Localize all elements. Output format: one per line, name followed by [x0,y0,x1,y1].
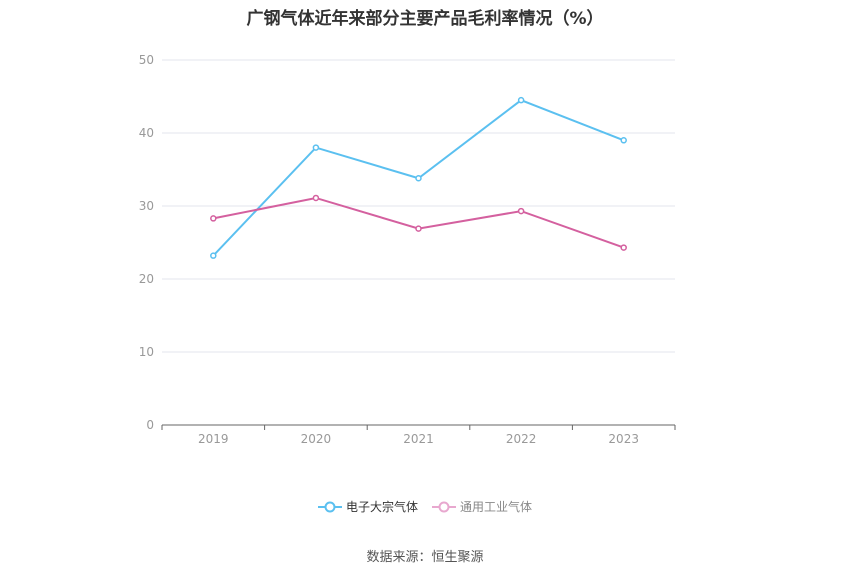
x-tick-label: 2023 [608,432,639,446]
legend-item-industrial-gas[interactable]: 通用工业气体 [432,498,532,515]
chart-title: 广钢气体近年来部分主要产品毛利率情况（%） [246,9,604,29]
y-tick-label: 30 [139,199,154,213]
chart-legend: 电子大宗气体 通用工业气体 [0,498,850,515]
source-note: 数据来源：恒生聚源 [366,550,484,565]
y-tick-label: 0 [146,418,154,432]
x-tick-label: 2022 [506,432,537,446]
axes: 0 10 20 30 40 50 2019 2020 2021 2022 2023 [139,53,676,446]
data-point [312,144,320,151]
legend-swatch-icon [317,501,342,512]
data-point [620,137,627,144]
legend-item-electronic-bulk-gas[interactable]: 电子大宗气体 [317,498,418,515]
data-point [415,225,422,232]
x-tick-label: 2021 [403,432,434,446]
data-point [210,215,217,222]
legend-label: 电子大宗气体 [345,500,418,514]
x-tick-label: 2019 [198,432,229,446]
data-point [517,207,525,215]
series-lines [210,96,627,259]
legend-label: 通用工业气体 [460,500,533,514]
grid-lines [162,59,675,353]
data-point [210,252,217,259]
x-tick-label: 2020 [301,432,332,446]
y-tick-label: 10 [139,345,154,359]
y-tick-label: 20 [139,272,154,286]
data-point [415,175,422,182]
data-point [620,244,627,251]
y-tick-label: 40 [139,126,154,140]
series-line-1 [213,196,625,249]
legend-swatch-icon [432,501,456,512]
y-tick-label: 50 [139,53,154,67]
data-point [312,194,320,202]
data-point [517,96,525,104]
